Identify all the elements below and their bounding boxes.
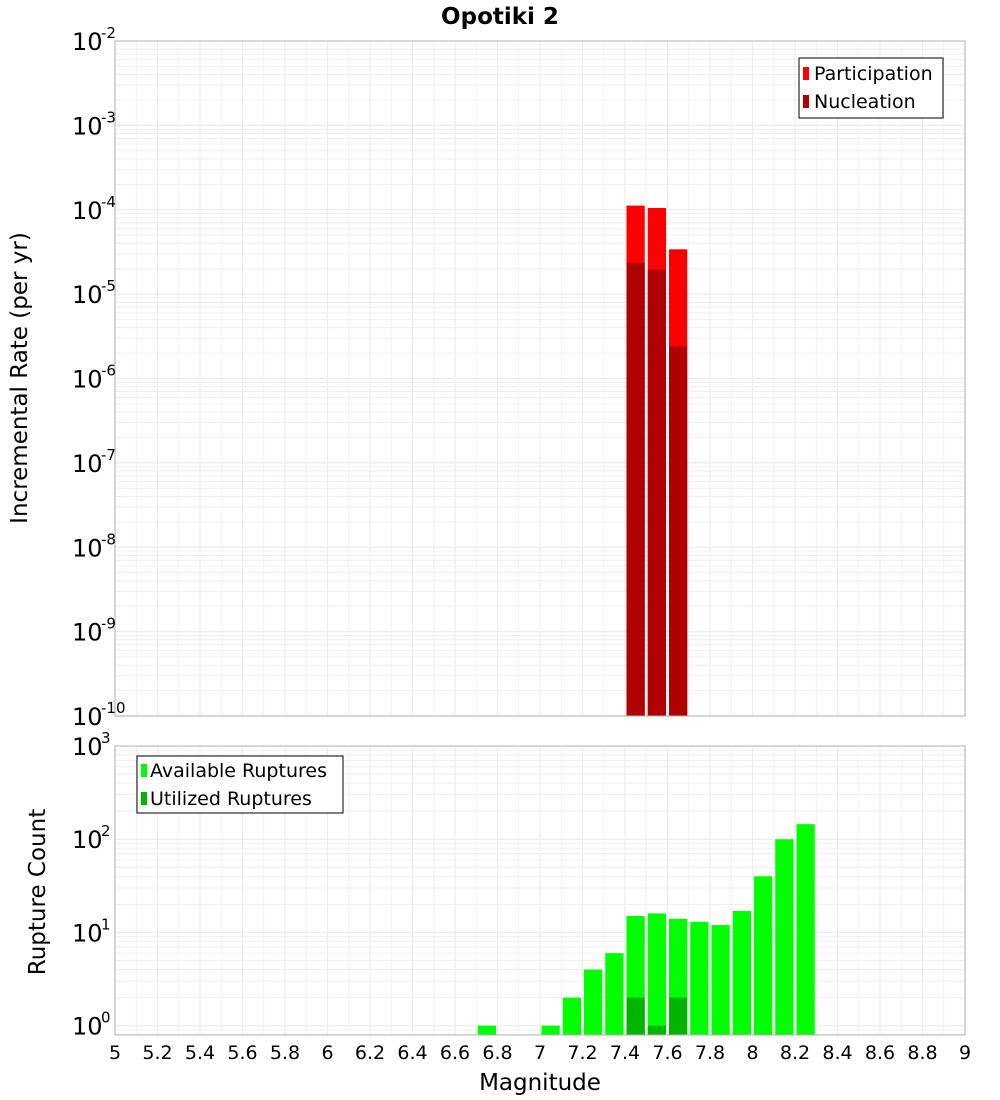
legend-swatch-available (141, 764, 147, 777)
y-tick-label: 10 (72, 534, 103, 562)
top-legend: Participation Nucleation (798, 57, 944, 119)
nucleation-bar (647, 269, 666, 716)
bottom-plot-frame (114, 745, 966, 1036)
x-tick-label: 8 (746, 1042, 758, 1064)
available-ruptures-bar (796, 824, 815, 1035)
y-tick-exponent: -10 (101, 699, 126, 717)
available-ruptures-bar (732, 910, 751, 1035)
bottom-legend-box (136, 755, 344, 814)
utilized-ruptures-bar (647, 1025, 666, 1035)
x-tick-label: 6.6 (440, 1042, 470, 1064)
available-ruptures-bar (541, 1025, 560, 1035)
y-tick-label: 10 (72, 733, 103, 761)
legend-label-utilized: Utilized Ruptures (150, 788, 312, 810)
top-y-axis-label: Incremental Rate (per yr) (7, 232, 33, 524)
x-tick-label: 8.6 (865, 1042, 895, 1064)
available-ruptures-bar (562, 997, 581, 1035)
y-tick-label: 10 (72, 112, 103, 140)
top-legend-box (798, 57, 944, 119)
y-tick-label: 10 (72, 826, 103, 854)
bottom-legend: Available Ruptures Utilized Ruptures (136, 755, 344, 814)
top-bars (626, 205, 688, 716)
x-tick-labels: 5 5.2 5.4 5.6 5.8 6 6.2 6.4 6.6 6.8 7 7.2 7.4 7.6 7.8 8… (109, 1042, 971, 1064)
available-ruptures-bar (754, 876, 773, 1035)
y-tick-exponent: 3 (101, 729, 111, 747)
nucleation-bar (669, 346, 688, 716)
available-ruptures-bar (477, 1025, 496, 1035)
nucleation-bar (626, 262, 645, 716)
legend-swatch-nucleation (803, 95, 809, 108)
y-tick-exponent: -5 (101, 277, 116, 295)
available-ruptures-bar (584, 969, 603, 1035)
available-ruptures-bar (690, 921, 709, 1035)
y-tick-label: 10 (72, 450, 103, 478)
legend-label-available: Available Ruptures (150, 760, 327, 782)
top-panel: 10-210-310-410-510-610-710-810-910-10 In… (7, 24, 966, 731)
x-tick-label: 8.8 (907, 1042, 937, 1064)
x-tick-label: 6.4 (397, 1042, 427, 1064)
y-tick-label: 10 (72, 366, 103, 394)
y-tick-label: 10 (72, 28, 103, 56)
x-tick-label: 8.4 (822, 1042, 852, 1064)
x-tick-label: 7.8 (695, 1042, 725, 1064)
legend-swatch-utilized (141, 792, 147, 805)
available-ruptures-bar (647, 913, 666, 1035)
x-tick-label: 7.2 (567, 1042, 597, 1064)
y-tick-exponent: -3 (101, 108, 116, 126)
x-tick-label: 5.4 (185, 1042, 215, 1064)
y-tick-label: 10 (72, 197, 103, 225)
x-tick-label: 5 (109, 1042, 121, 1064)
bottom-gridlines (114, 746, 966, 1036)
utilized-ruptures-bar (669, 997, 688, 1035)
x-tick-label: 7 (534, 1042, 546, 1064)
available-ruptures-bar (605, 953, 624, 1035)
y-tick-exponent: 0 (101, 1009, 111, 1027)
y-tick-label: 10 (72, 919, 103, 947)
x-tick-label: 8.2 (780, 1042, 810, 1064)
x-tick-label: 5.8 (270, 1042, 300, 1064)
y-tick-label: 10 (72, 281, 103, 309)
y-tick-exponent: -7 (101, 446, 116, 464)
x-tick-label: 5.2 (142, 1042, 172, 1064)
utilized-ruptures-bar (626, 997, 645, 1035)
available-ruptures-bar (711, 925, 730, 1035)
y-tick-label: 10 (72, 703, 103, 731)
bottom-bars (477, 824, 815, 1035)
y-tick-label: 10 (72, 1013, 103, 1041)
x-axis-label: Magnitude (479, 1070, 601, 1096)
y-tick-exponent: -2 (101, 24, 116, 42)
legend-label-participation: Participation (814, 63, 933, 85)
y-tick-exponent: 1 (101, 915, 111, 933)
x-tick-label: 7.4 (610, 1042, 640, 1064)
legend-swatch-participation (803, 67, 809, 80)
top-plot-frame (114, 40, 966, 717)
y-tick-exponent: -8 (101, 530, 116, 548)
chart-title: Opotiki 2 (441, 4, 559, 30)
available-ruptures-bar (775, 839, 794, 1035)
y-tick-exponent: -6 (101, 362, 116, 380)
y-tick-exponent: -9 (101, 615, 116, 633)
x-tick-label: 7.6 (652, 1042, 682, 1064)
x-tick-label: 6.2 (355, 1042, 385, 1064)
bottom-y-axis-label: Rupture Count (25, 809, 51, 975)
x-tick-label: 6 (321, 1042, 333, 1064)
top-y-ticks: 10-210-310-410-510-610-710-810-910-10 (72, 24, 126, 731)
y-tick-exponent: -4 (101, 193, 116, 211)
x-tick-label: 5.6 (227, 1042, 257, 1064)
x-tick-label: 9 (959, 1042, 971, 1064)
y-tick-label: 10 (72, 619, 103, 647)
y-tick-exponent: 2 (101, 822, 111, 840)
x-tick-label: 6.8 (482, 1042, 512, 1064)
top-gridlines (114, 41, 966, 717)
legend-label-nucleation: Nucleation (814, 91, 916, 113)
